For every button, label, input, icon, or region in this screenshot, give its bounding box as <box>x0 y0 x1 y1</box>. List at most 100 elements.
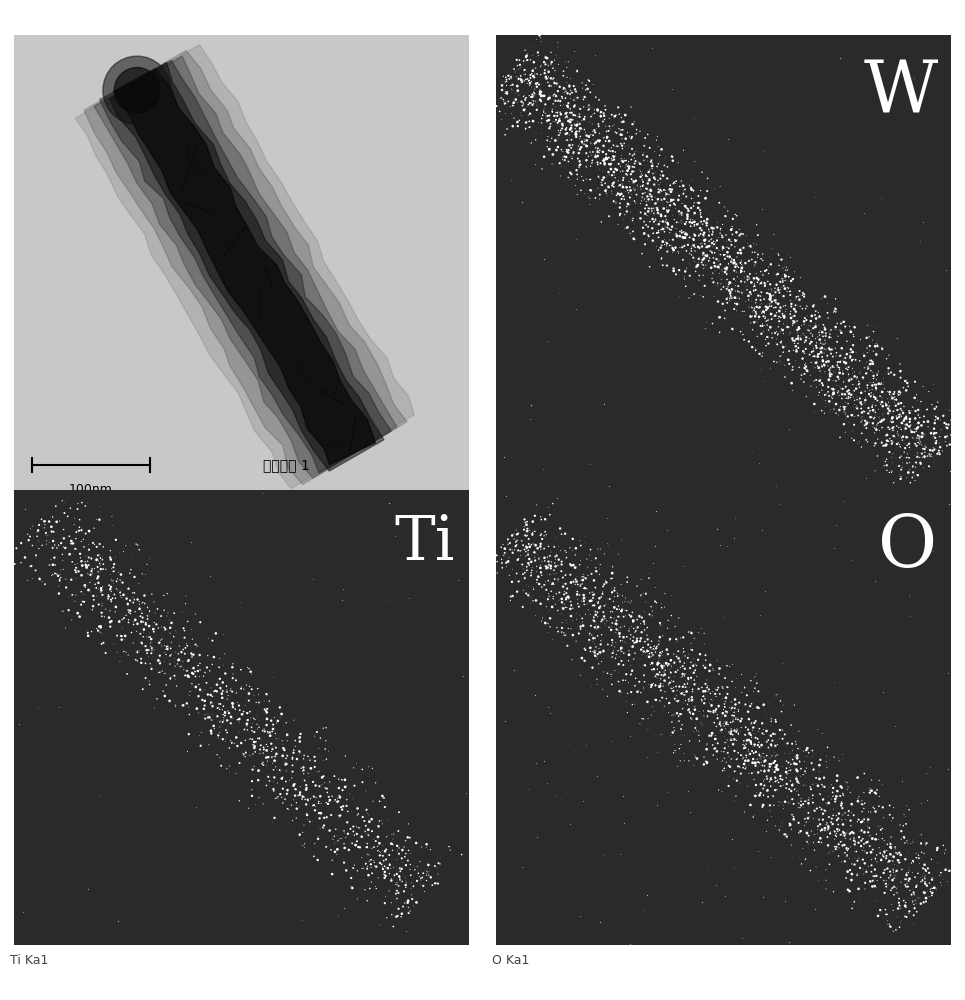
Point <box>579 171 594 187</box>
Point <box>92 536 107 552</box>
Point <box>783 292 798 308</box>
Point <box>705 224 721 240</box>
Point <box>346 857 362 873</box>
Point <box>309 724 324 740</box>
Point <box>733 262 749 278</box>
Point <box>779 760 794 776</box>
Point <box>336 852 351 868</box>
Point <box>799 760 814 776</box>
Point <box>622 179 638 195</box>
Point <box>758 310 773 326</box>
Point <box>529 575 544 591</box>
Point <box>300 748 316 764</box>
Point <box>828 405 843 421</box>
Point <box>489 554 505 570</box>
Point <box>880 836 896 852</box>
Point <box>915 872 930 888</box>
Point <box>858 834 873 850</box>
Point <box>676 185 691 201</box>
Point <box>595 578 611 594</box>
Point <box>115 619 130 635</box>
Point <box>706 289 722 305</box>
Point <box>795 796 811 812</box>
Point <box>284 839 299 855</box>
Point <box>852 353 868 369</box>
Point <box>228 701 243 717</box>
Point <box>619 152 634 168</box>
Point <box>71 512 87 528</box>
Point <box>514 74 530 90</box>
Point <box>741 711 757 727</box>
Point <box>565 613 580 629</box>
Point <box>123 603 138 619</box>
Point <box>569 166 585 182</box>
Point <box>520 542 536 558</box>
Point <box>745 304 760 320</box>
Point <box>261 769 276 785</box>
Point <box>517 511 533 527</box>
Point <box>717 199 732 215</box>
Point <box>671 610 686 626</box>
Point <box>192 655 207 671</box>
Point <box>736 741 752 757</box>
Point <box>565 137 580 153</box>
Point <box>676 224 692 240</box>
Point <box>534 84 549 100</box>
Point <box>582 632 597 648</box>
Point <box>748 788 763 804</box>
Point <box>769 331 785 347</box>
Point <box>936 871 951 887</box>
Point <box>866 872 881 888</box>
Point <box>247 740 262 756</box>
Point <box>869 872 885 888</box>
Point <box>113 567 128 583</box>
Point <box>530 75 545 91</box>
Point <box>610 588 625 604</box>
Point <box>187 606 203 622</box>
Point <box>151 620 166 636</box>
Point <box>666 169 681 185</box>
Point <box>535 553 550 569</box>
Point <box>791 825 807 841</box>
Point <box>516 53 532 69</box>
Point <box>515 599 531 615</box>
Point <box>666 231 681 247</box>
Point <box>263 736 279 752</box>
Point <box>900 864 916 880</box>
Point <box>606 179 621 195</box>
Point <box>696 683 711 699</box>
Point <box>554 620 569 636</box>
Point <box>653 162 669 178</box>
Point <box>717 735 732 751</box>
Point <box>767 818 783 834</box>
Point <box>816 341 832 357</box>
Point <box>338 748 353 764</box>
Point <box>901 403 917 419</box>
Point <box>882 797 897 813</box>
Point <box>507 61 522 77</box>
Point <box>648 666 664 682</box>
Point <box>799 825 814 841</box>
Point <box>598 118 614 134</box>
Point <box>69 524 84 540</box>
Point <box>797 811 813 827</box>
Point <box>853 838 869 854</box>
Point <box>589 621 604 637</box>
Point <box>578 77 593 93</box>
Point <box>831 750 846 766</box>
Point <box>896 893 912 909</box>
Point <box>535 610 550 626</box>
Point <box>843 371 859 387</box>
Point <box>567 98 583 114</box>
Point <box>81 550 96 566</box>
Point <box>841 779 856 795</box>
Point <box>238 745 254 761</box>
Point <box>718 208 733 224</box>
Point <box>114 582 129 598</box>
Point <box>603 666 619 682</box>
Point <box>389 866 404 882</box>
Point <box>648 645 663 661</box>
Point <box>802 809 817 825</box>
Point <box>893 420 908 436</box>
Point <box>239 722 255 738</box>
